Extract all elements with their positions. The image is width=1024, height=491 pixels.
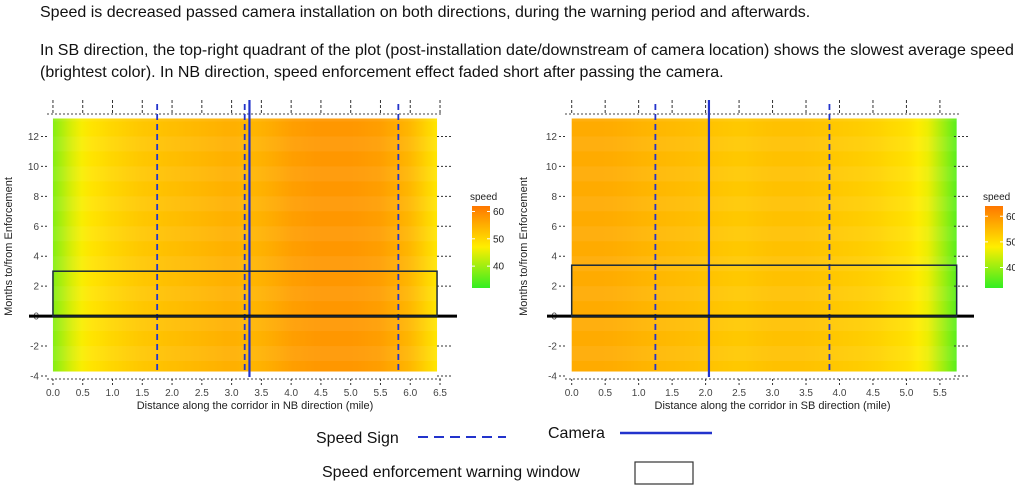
x-tick-label: 3.0 (225, 388, 239, 399)
heatmap-row-shade (52, 166, 438, 182)
y-tick-label: 10 (28, 162, 40, 173)
x-tick-label: 3.5 (799, 388, 813, 399)
note-line-1: Speed is decreased passed camera install… (40, 4, 811, 21)
x-tick-label: 1.0 (106, 388, 120, 399)
x-tick-label: 3.5 (254, 388, 268, 399)
y-axis-title: Months to/from Enforcement (3, 177, 15, 316)
colorbar (472, 206, 490, 288)
y-tick-label: 4 (551, 252, 557, 263)
colorbar-title: speed (470, 192, 497, 203)
heatmap-row-shade (52, 226, 438, 242)
y-tick-label: 12 (28, 132, 40, 143)
y-tick-label: 8 (551, 192, 557, 203)
heatmap-row-shade (571, 256, 957, 272)
colorbar-tick-label: 50 (1006, 237, 1015, 248)
x-axis-title: Distance along the corridor in SB direct… (655, 400, 891, 412)
y-tick-label: -2 (548, 342, 557, 353)
heatmap-row-shade (571, 106, 957, 122)
sb-speed-heatmap: 0.0 0.5 1.0 1.5 2.0 2.5 3.0 3.5 4.0 4.5 5.0 5.5 -4 -2… (518, 100, 1015, 412)
heatmap-row-shade (571, 286, 957, 302)
heatmap-fill (571, 118, 957, 372)
heatmap-row-shade (52, 196, 438, 212)
x-tick-label: 1.5 (135, 388, 149, 399)
x-tick-label: 2.0 (699, 388, 713, 399)
warning-window-key-label: Speed enforcement warning window (322, 464, 580, 481)
x-tick-label: 6.0 (403, 388, 417, 399)
x-tick-label: 1.0 (632, 388, 646, 399)
speed-sign-key-line (418, 436, 506, 438)
x-tick-label: 5.5 (374, 388, 388, 399)
y-tick-label: 6 (551, 222, 557, 233)
x-tick-label: 4.0 (833, 388, 847, 399)
y-tick-label: 6 (33, 222, 39, 233)
camera-key-line (620, 431, 712, 435)
x-axis-title: Distance along the corridor in NB direct… (137, 400, 374, 412)
x-tick-label: 5.5 (933, 388, 947, 399)
x-tick-label: 6.5 (433, 388, 447, 399)
y-axis-title: Months to/from Enforcement (518, 177, 530, 316)
warning-window-box (570, 264, 958, 317)
camera-key-label: Camera (548, 425, 605, 442)
x-tick-label: 3.0 (766, 388, 780, 399)
colorbar-title: speed (983, 192, 1010, 203)
x-tick-label: 5.0 (344, 388, 358, 399)
heatmap-row-shade (52, 346, 438, 362)
y-tick-label: 8 (33, 192, 39, 203)
x-tick-label: 1.5 (665, 388, 679, 399)
speed-sign-key-label: Speed Sign (316, 430, 399, 447)
x-tick-label: 0.0 (46, 388, 60, 399)
heatmap-row-shade (571, 196, 957, 212)
heatmap-row-shade (571, 166, 957, 182)
heatmap-row-shade (52, 256, 438, 272)
warning-window-box (52, 270, 438, 317)
x-tick-label: 4.5 (314, 388, 328, 399)
x-tick-label: 2.5 (732, 388, 746, 399)
colorbar-tick-label: 60 (1006, 212, 1015, 223)
x-tick-label: 0.5 (598, 388, 612, 399)
colorbar-tick-label: 60 (493, 207, 505, 218)
heatmap-row-shade (571, 346, 957, 362)
y-tick-label: -4 (548, 372, 557, 383)
x-tick-label: 4.0 (284, 388, 298, 399)
heatmap-row-shade (571, 316, 957, 332)
note-line-2: In SB direction, the top-right quadrant … (40, 42, 1014, 81)
x-tick-label: 5.0 (899, 388, 913, 399)
y-tick-label: -2 (30, 342, 39, 353)
nb-speed-heatmap: 0.0 0.5 1.0 1.5 2.0 2.5 3.0 3.5 4.0 4.5 5.0 5.5 6.0 6… (3, 100, 505, 412)
heatmap-row-shade (52, 316, 438, 332)
y-tick-label: 2 (33, 282, 39, 293)
x-tick-label: 0.5 (76, 388, 90, 399)
heatmap-row-shade (571, 226, 957, 242)
y-tick-label: 10 (546, 162, 558, 173)
warning-window-key-box (634, 461, 694, 485)
x-tick-label: 4.5 (866, 388, 880, 399)
x-tick-label: 0.0 (565, 388, 579, 399)
y-tick-label: 2 (551, 282, 557, 293)
colorbar-tick-label: 40 (1006, 263, 1015, 274)
y-tick-label: 4 (33, 252, 39, 263)
heatmap-row-shade (571, 136, 957, 152)
y-tick-label: 12 (546, 132, 558, 143)
heatmap-row-shade (52, 136, 438, 152)
colorbar-tick-label: 40 (493, 262, 505, 273)
x-tick-label: 2.0 (165, 388, 179, 399)
colorbar-tick-label: 50 (493, 234, 505, 245)
colorbar (985, 206, 1003, 288)
heatmap-row-shade (52, 286, 438, 302)
x-tick-label: 2.5 (195, 388, 209, 399)
y-tick-label: -4 (30, 372, 39, 383)
